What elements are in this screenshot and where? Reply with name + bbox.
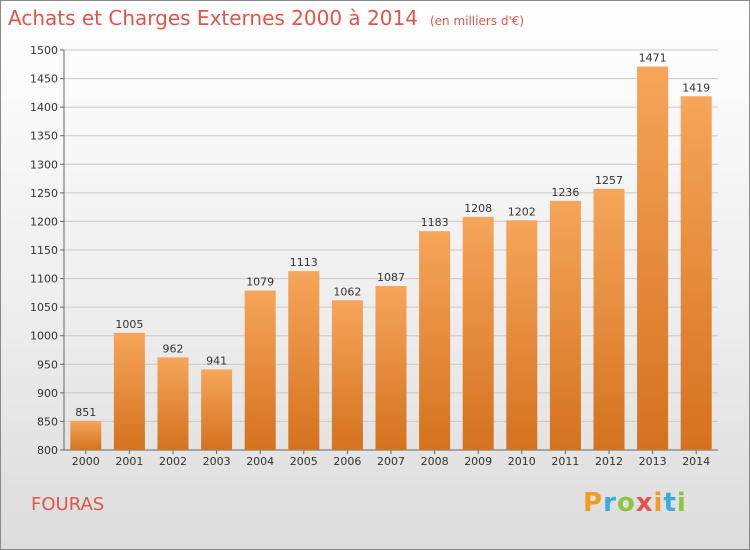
value-label-2011: 1236 bbox=[551, 186, 579, 199]
value-label-2001: 1005 bbox=[115, 318, 143, 331]
x-tick-label-2005: 2005 bbox=[290, 455, 318, 468]
y-tick-label: 1000 bbox=[30, 330, 58, 343]
bar-2010[interactable] bbox=[506, 220, 538, 450]
value-label-2008: 1183 bbox=[421, 216, 449, 229]
bar-2008[interactable] bbox=[419, 231, 451, 450]
x-tick-label-2010: 2010 bbox=[508, 455, 536, 468]
value-label-2004: 1079 bbox=[246, 276, 274, 289]
x-tick-label-2008: 2008 bbox=[421, 455, 449, 468]
y-tick-label: 1050 bbox=[30, 301, 58, 314]
x-tick-label-2013: 2013 bbox=[639, 455, 667, 468]
value-label-2007: 1087 bbox=[377, 271, 405, 284]
bar-2000[interactable] bbox=[70, 420, 102, 450]
x-tick-label-2001: 2001 bbox=[115, 455, 143, 468]
title-row: Achats et Charges Externes 2000 à 2014 (… bbox=[8, 6, 524, 30]
value-label-2002: 962 bbox=[163, 342, 184, 355]
value-label-2013: 1471 bbox=[639, 52, 667, 65]
y-tick-label: 1150 bbox=[30, 244, 58, 257]
y-tick-label: 950 bbox=[37, 358, 58, 371]
x-tick-label-2002: 2002 bbox=[159, 455, 187, 468]
bar-2005[interactable] bbox=[288, 271, 320, 450]
bar-2014[interactable] bbox=[680, 96, 712, 451]
bar-2001[interactable] bbox=[113, 332, 145, 450]
x-tick-label-2004: 2004 bbox=[246, 455, 274, 468]
label-layer: 800 850 900 950 1000 1050 1100 1150 1200 1250 1300… bbox=[30, 44, 710, 468]
x-tick-label-2003: 2003 bbox=[203, 455, 231, 468]
bar-2007[interactable] bbox=[375, 286, 407, 450]
bar-2012[interactable] bbox=[593, 188, 625, 450]
bar-2004[interactable] bbox=[244, 290, 276, 450]
y-tick-label: 1450 bbox=[30, 73, 58, 86]
x-tick-label-2007: 2007 bbox=[377, 455, 405, 468]
value-label-2005: 1113 bbox=[290, 256, 318, 269]
y-tick-label: 1100 bbox=[30, 273, 58, 286]
x-tick-label-2014: 2014 bbox=[682, 455, 710, 468]
value-label-2010: 1202 bbox=[508, 205, 536, 218]
y-tick-label: 1300 bbox=[30, 158, 58, 171]
value-label-2014: 1419 bbox=[682, 81, 710, 94]
bar-layer bbox=[70, 66, 712, 451]
value-label-2000: 851 bbox=[75, 406, 96, 419]
bar-2003[interactable] bbox=[201, 369, 233, 450]
chart-title: Achats et Charges Externes 2000 à 2014 bbox=[8, 6, 418, 30]
x-tick-label-2006: 2006 bbox=[333, 455, 361, 468]
y-tick-label: 1200 bbox=[30, 215, 58, 228]
x-tick-label-2009: 2009 bbox=[464, 455, 492, 468]
proxiti-logo[interactable]: Proxiti bbox=[583, 488, 687, 518]
y-tick-label: 800 bbox=[37, 444, 58, 457]
value-label-2009: 1208 bbox=[464, 202, 492, 215]
bar-2013[interactable] bbox=[637, 66, 669, 451]
x-tick-label-2011: 2011 bbox=[551, 455, 579, 468]
bar-2009[interactable] bbox=[462, 216, 494, 450]
bar-2006[interactable] bbox=[331, 300, 363, 450]
value-label-2012: 1257 bbox=[595, 174, 623, 187]
x-tick-label-2000: 2000 bbox=[72, 455, 100, 468]
value-label-2003: 941 bbox=[206, 354, 227, 367]
y-tick-label: 1500 bbox=[30, 44, 58, 57]
y-tick-label: 850 bbox=[37, 415, 58, 428]
y-tick-label: 900 bbox=[37, 387, 58, 400]
y-tick-label: 1250 bbox=[30, 187, 58, 200]
bar-2011[interactable] bbox=[549, 200, 581, 450]
y-tick-label: 1400 bbox=[30, 101, 58, 114]
value-label-2006: 1062 bbox=[333, 285, 361, 298]
y-tick-label: 1350 bbox=[30, 130, 58, 143]
bar-2002[interactable] bbox=[157, 357, 189, 450]
x-tick-label-2012: 2012 bbox=[595, 455, 623, 468]
city-name: FOURAS bbox=[31, 494, 105, 515]
chart-subtitle: (en milliers d'€) bbox=[429, 14, 525, 28]
